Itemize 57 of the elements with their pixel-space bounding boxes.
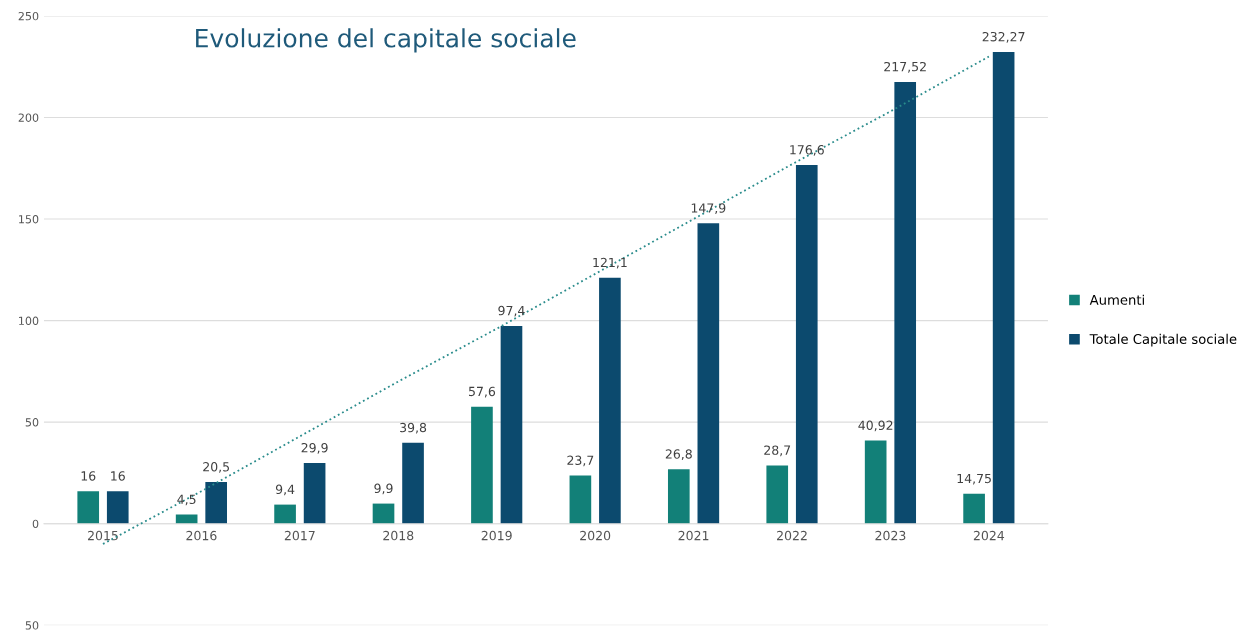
bar xyxy=(667,469,690,524)
data-label: 29,9 xyxy=(301,442,328,454)
legend-label: Totale Capitale sociale xyxy=(1089,333,1237,347)
bar xyxy=(599,277,621,524)
y-tick-label: 100 xyxy=(19,316,39,325)
x-tick-label: 2015 xyxy=(87,530,118,541)
bar xyxy=(992,51,1015,524)
bar xyxy=(864,440,887,524)
x-tick-label: 2019 xyxy=(481,530,512,541)
data-label: 4,5 xyxy=(177,494,196,506)
bar xyxy=(471,406,493,524)
data-label: 20,5 xyxy=(203,462,229,473)
data-label: 232,27 xyxy=(982,31,1025,43)
bar xyxy=(372,503,395,524)
x-tick-label: 2024 xyxy=(973,530,1005,541)
data-label: 217,52 xyxy=(884,61,926,73)
data-label: 16 xyxy=(81,471,96,481)
x-tick-label: 2017 xyxy=(284,530,315,541)
data-label: 26,8 xyxy=(665,449,692,460)
x-tick-label: 2020 xyxy=(580,530,611,541)
y-tick-label: 200 xyxy=(18,113,39,122)
bar xyxy=(500,325,523,524)
bar xyxy=(402,442,424,524)
x-tick-label: 2022 xyxy=(777,530,807,541)
bar xyxy=(303,462,326,524)
y-tick-label: 50 xyxy=(25,418,39,427)
bar xyxy=(77,491,100,524)
bar xyxy=(963,493,985,524)
x-tick-label: 2023 xyxy=(875,530,906,541)
chart-title: Evoluzione del capitale sociale xyxy=(196,28,576,53)
data-label: 39,8 xyxy=(400,422,427,434)
bar xyxy=(697,223,720,524)
y-tick-label: 50 xyxy=(25,621,39,630)
y-tick-label: 150 xyxy=(19,215,39,224)
data-label: 40,92 xyxy=(858,420,893,432)
bar xyxy=(766,465,789,524)
bar xyxy=(205,482,228,524)
x-tick-label: 2018 xyxy=(383,530,414,541)
bar xyxy=(106,491,129,524)
x-tick-label: 2021 xyxy=(678,530,709,541)
data-label: 97,4 xyxy=(498,305,525,317)
y-tick-label: 0 xyxy=(32,519,39,529)
data-label: 23,7 xyxy=(567,455,594,467)
data-label: 9,9 xyxy=(374,483,393,495)
data-label: 57,6 xyxy=(468,386,496,398)
data-label: 14,75 xyxy=(957,473,991,485)
y-tick-label: 250 xyxy=(18,11,39,21)
data-label: 16 xyxy=(111,471,125,481)
bar xyxy=(569,475,592,524)
data-label: 28,7 xyxy=(764,445,791,457)
bar xyxy=(894,81,917,524)
bar xyxy=(274,504,296,524)
x-tick-label: 2016 xyxy=(186,530,217,541)
data-label: 176,6 xyxy=(790,145,824,156)
bar xyxy=(795,165,818,524)
legend-label: Aumenti xyxy=(1089,294,1144,305)
data-label: 9,4 xyxy=(275,484,295,496)
